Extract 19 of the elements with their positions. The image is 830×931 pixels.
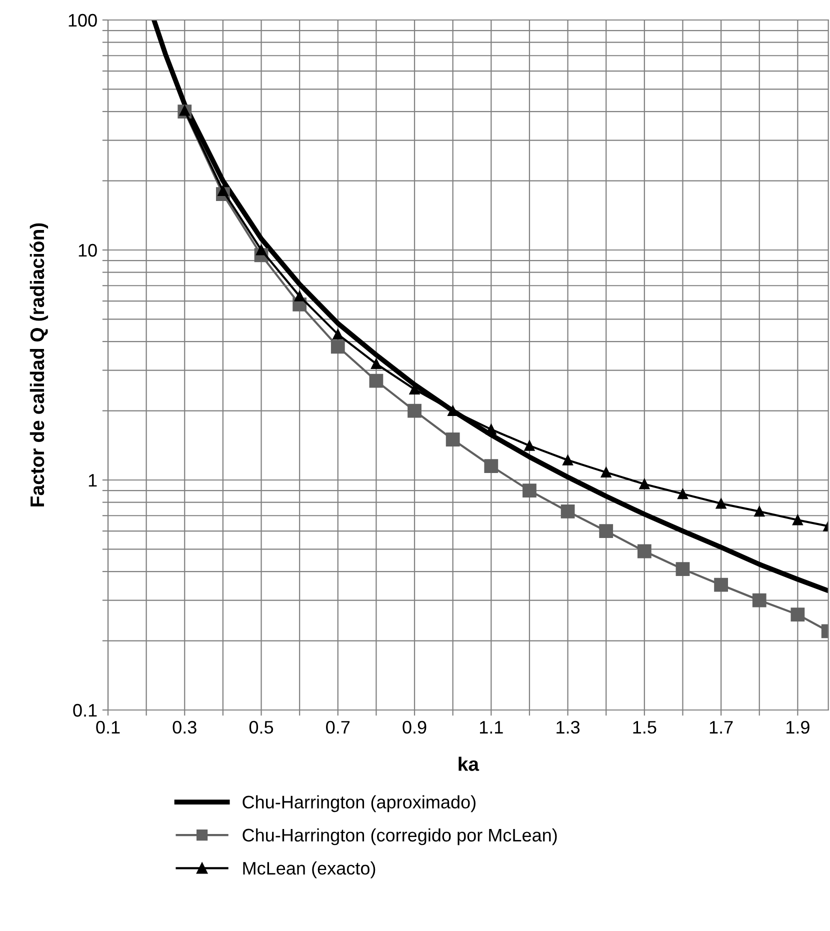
y-tick-label: 10 [78,244,97,257]
y-tick-label: 100 [68,14,97,27]
x-tick-label: 0.3 [172,720,196,734]
y-tick-label: 0.1 [73,704,97,717]
x-tick-label: 1.9 [786,720,810,734]
x-tick-label: 1.7 [710,721,733,734]
x-tick-label: 1.5 [633,721,656,734]
x-tick-label: 0.7 [326,720,350,734]
y-tick-label: 1 [88,474,97,487]
y-axis-title: Factor de calidad Q (radiación) [30,223,48,506]
x-tick-label: 0.9 [402,720,426,734]
x-tick-label: 0.1 [96,720,120,734]
x-tick-label: 0.5 [249,720,274,734]
legend-label: Chu-Harrington (corregido por McLean) [242,828,557,846]
x-tick-label: 1.1 [480,721,503,734]
x-tick-label: 1.3 [556,720,580,734]
legend-label: McLean (exacto) [243,861,376,878]
legend-label: Chu-Harrington (aproximado) [242,795,476,812]
x-axis-title: ka [458,756,480,771]
